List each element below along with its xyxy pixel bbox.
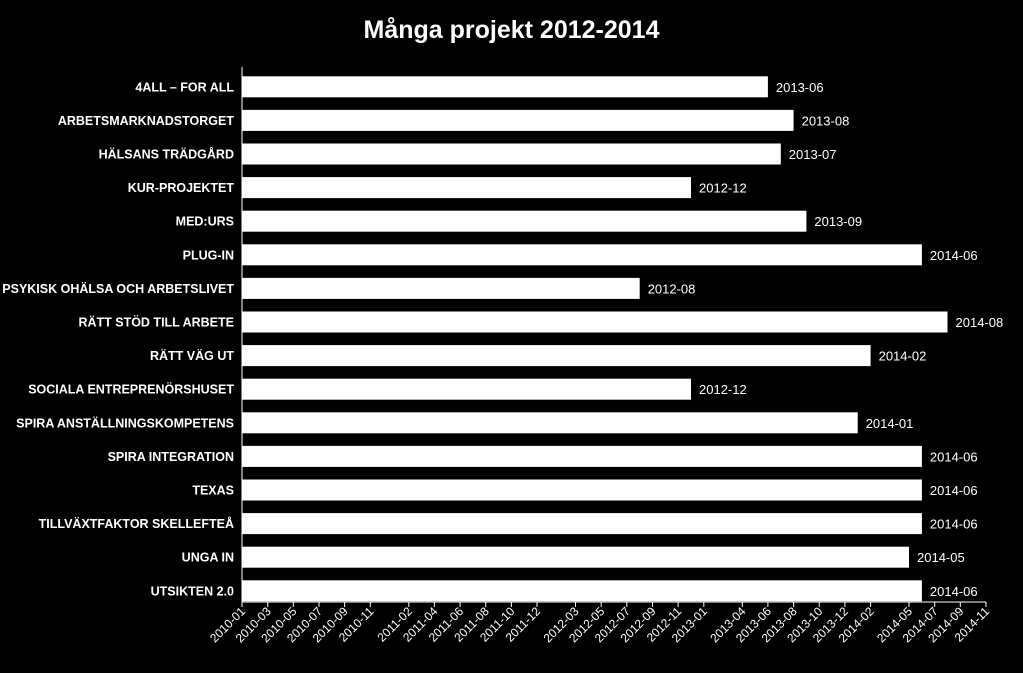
category-label: SPIRA INTEGRATION xyxy=(108,450,234,464)
bar xyxy=(242,76,768,98)
data-label: 2014-02 xyxy=(879,349,927,364)
category-label: KUR-PROJEKTET xyxy=(128,181,235,195)
bars-group: 4ALL – FOR ALL 2013-06 ARBETSMARKNADSTORGE… xyxy=(2,76,1004,602)
data-label: 2014-06 xyxy=(930,584,978,599)
data-label: 2014-06 xyxy=(930,248,978,263)
data-label: 2014-05 xyxy=(917,550,965,565)
category-label: MED:URS xyxy=(176,215,234,229)
bar xyxy=(242,109,794,131)
category-label: SPIRA ANSTÄLLNINGSKOMPETENS xyxy=(16,415,234,430)
data-label: 2012-08 xyxy=(648,281,696,296)
bar xyxy=(242,311,948,333)
data-label: 2014-06 xyxy=(930,517,978,532)
category-label: RÄTT STÖD TILL ARBETE xyxy=(78,315,234,330)
bar xyxy=(242,445,922,467)
category-label: SOCIALA ENTREPRENÖRSHUSET xyxy=(28,382,234,397)
bar xyxy=(242,177,691,199)
data-label: 2012-12 xyxy=(699,382,747,397)
bar xyxy=(242,580,922,602)
category-label: PSYKISK OHÄLSA OCH ARBETSLIVET xyxy=(2,281,234,296)
category-label: UTSIKTEN 2.0 xyxy=(151,584,234,598)
category-label: RÄTT VÄG UT xyxy=(150,348,234,363)
bar xyxy=(242,244,922,266)
data-label: 2013-09 xyxy=(814,214,862,229)
category-label: UNGA IN xyxy=(182,551,234,565)
bar xyxy=(242,412,858,434)
data-label: 2013-06 xyxy=(776,80,824,95)
category-label: PLUG-IN xyxy=(183,248,234,262)
data-label: 2013-08 xyxy=(802,113,850,128)
bar xyxy=(242,513,922,535)
category-label: TEXAS xyxy=(192,484,234,498)
data-label: 2014-08 xyxy=(956,315,1004,330)
bar xyxy=(242,143,781,165)
category-label: 4ALL – FOR ALL xyxy=(135,80,234,94)
bar xyxy=(242,210,807,232)
bar xyxy=(242,345,871,367)
data-label: 2014-06 xyxy=(930,483,978,498)
bar xyxy=(242,277,640,299)
category-label: HÄLSANS TRÄDGÅRD xyxy=(99,147,234,162)
data-label: 2012-12 xyxy=(699,181,747,196)
bar xyxy=(242,546,909,568)
category-label: ARBETSMARKNADSTORGET xyxy=(58,114,235,128)
data-label: 2014-06 xyxy=(930,449,978,464)
data-label: 2014-01 xyxy=(866,416,914,431)
bar xyxy=(242,479,922,501)
category-label: TILLVÄXTFAKTOR SKELLEFTEÅ xyxy=(39,516,234,531)
bar xyxy=(242,378,691,400)
chart-title: Många projekt 2012-2014 xyxy=(363,16,660,44)
data-label: 2013-07 xyxy=(789,147,837,162)
